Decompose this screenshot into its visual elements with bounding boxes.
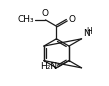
Text: N: N — [83, 29, 89, 38]
Text: CH₃: CH₃ — [18, 15, 34, 24]
Text: O: O — [69, 15, 76, 24]
Text: H₂N: H₂N — [40, 62, 57, 71]
Text: H: H — [86, 27, 92, 36]
Text: O: O — [41, 9, 48, 18]
